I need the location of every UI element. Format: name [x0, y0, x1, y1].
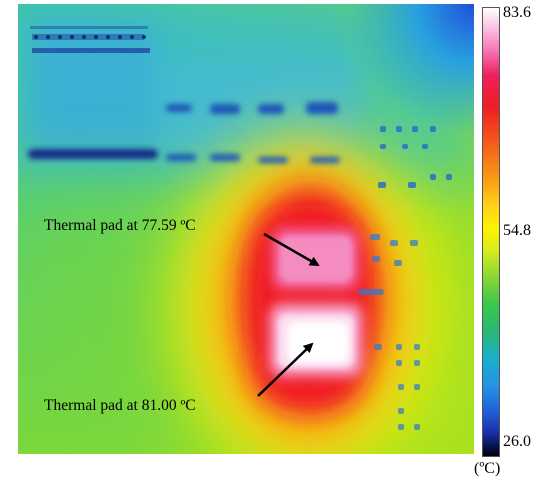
- colorbar-mid-label: 54.8: [503, 222, 531, 239]
- colorbar-max-label: 83.6: [503, 4, 531, 21]
- annotation-pad-top: Thermal pad at 77.59 ºC: [44, 217, 196, 234]
- annotation-pad-bottom: Thermal pad at 81.00 ºC: [44, 397, 196, 414]
- temperature-colorbar: [482, 7, 500, 457]
- colorbar-min-label: 26.0: [503, 433, 531, 450]
- colorbar-unit-label: (ºC): [474, 460, 501, 477]
- thermal-image: [18, 4, 474, 454]
